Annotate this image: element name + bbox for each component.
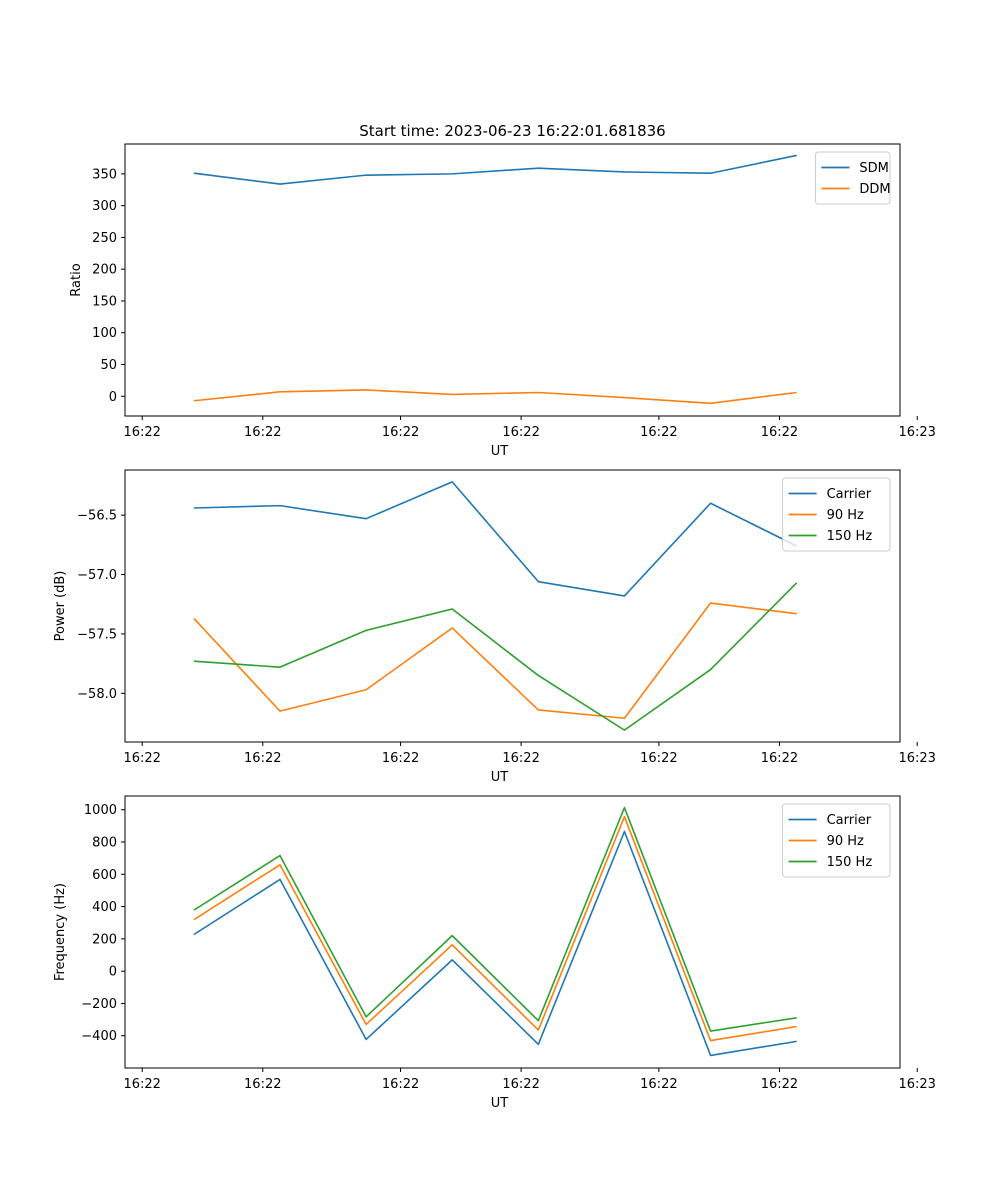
x-tick-label: 16:22: [502, 751, 539, 766]
series-line-90-hz: [193, 815, 797, 1042]
legend-box: [814, 151, 891, 205]
y-axis-label: Power (dB): [53, 571, 68, 642]
x-tick-label: 16:22: [244, 1077, 281, 1092]
x-tick-label: 16:22: [640, 425, 677, 440]
x-tick-label: 16:22: [123, 751, 160, 766]
x-tick-label: 16:22: [123, 425, 160, 440]
y-tick-label: 100: [92, 326, 117, 341]
x-tick-label: 16:22: [244, 425, 281, 440]
y-tick-label: 400: [92, 900, 117, 915]
legend: Carrier 90 Hz 150 Hz: [782, 803, 891, 878]
x-tick-label: 16:22: [502, 1077, 539, 1092]
series-line-ddm: [193, 389, 797, 405]
x-tick-label: 16:22: [382, 751, 419, 766]
x-axis-label: UT: [491, 444, 509, 459]
y-tick-label: 200: [92, 263, 117, 278]
x-tick-label: 16:23: [898, 1077, 935, 1092]
axes-frame: [124, 143, 901, 417]
x-tick-label: 16:23: [898, 751, 935, 766]
y-tick-label: 150: [92, 294, 117, 309]
legend-label: SDM: [859, 161, 888, 176]
x-tick-label: 16:22: [382, 1077, 419, 1092]
y-tick-label: 200: [92, 932, 117, 947]
y-tick-label: −57.0: [77, 568, 117, 583]
legend-label: Carrier: [827, 487, 872, 502]
x-tick-label: 16:22: [761, 751, 798, 766]
y-tick-label: 1000: [84, 803, 117, 818]
chart-panel-1: Start time: 2023-06-23 16:22:01.681836 16…: [69, 122, 936, 459]
series-line-150-hz: [193, 806, 797, 1032]
legend-box: [782, 803, 891, 878]
x-tick-label: 16:22: [123, 1077, 160, 1092]
x-axis-label: UT: [491, 1096, 509, 1111]
x-tick-label: 16:22: [382, 425, 419, 440]
y-tick-label: −57.5: [77, 627, 117, 642]
x-tick-label: 16:23: [898, 425, 935, 440]
series-line-150-hz: [193, 582, 798, 731]
y-tick-label: −200: [81, 997, 117, 1012]
y-axis-label: Ratio: [69, 263, 84, 296]
y-tick-label: −58.0: [77, 687, 117, 702]
x-axis-label: UT: [491, 770, 509, 785]
legend-label: 90 Hz: [827, 834, 864, 849]
chart-title: Start time: 2023-06-23 16:22:01.681836: [359, 122, 665, 140]
series-line-sdm: [193, 154, 797, 185]
chart-panel-3: 16:22 16:22 16:22 16:22 16:22 16:22 16:23 −400 −…: [53, 795, 936, 1111]
axes-frame: [124, 795, 901, 1069]
y-tick-label: 0: [109, 965, 117, 980]
y-axis-label: Frequency (Hz): [53, 883, 68, 981]
legend: SDM DDM: [814, 151, 891, 205]
x-tick-label: 16:22: [640, 751, 677, 766]
x-tick-label: 16:22: [502, 425, 539, 440]
legend-label: 150 Hz: [827, 529, 873, 544]
legend-label: 150 Hz: [827, 855, 873, 870]
y-tick-label: 250: [92, 231, 117, 246]
y-tick-label: 800: [92, 836, 117, 851]
series-line-carrier: [193, 830, 797, 1057]
chart-panel-2: 16:22 16:22 16:22 16:22 16:22 16:22 16:23 −58.0…: [53, 469, 936, 785]
y-tick-label: 350: [92, 167, 117, 182]
legend-label: DDM: [859, 182, 890, 197]
x-tick-label: 16:22: [640, 1077, 677, 1092]
legend-label: 90 Hz: [827, 508, 864, 523]
legend-box: [782, 477, 891, 552]
series-line-carrier: [193, 481, 798, 597]
x-tick-label: 16:22: [761, 1077, 798, 1092]
legend: Carrier 90 Hz 150 Hz: [782, 477, 891, 552]
y-tick-label: −400: [81, 1029, 117, 1044]
axes-frame: [124, 469, 901, 743]
y-tick-label: 50: [100, 358, 117, 373]
series-line-90-hz: [193, 602, 797, 720]
x-tick-label: 16:22: [244, 751, 281, 766]
y-tick-label: 0: [109, 390, 117, 405]
legend-label: Carrier: [827, 813, 872, 828]
y-tick-label: 600: [92, 868, 117, 883]
x-tick-label: 16:22: [761, 425, 798, 440]
y-tick-label: −56.5: [77, 509, 117, 524]
y-tick-label: 300: [92, 199, 117, 214]
